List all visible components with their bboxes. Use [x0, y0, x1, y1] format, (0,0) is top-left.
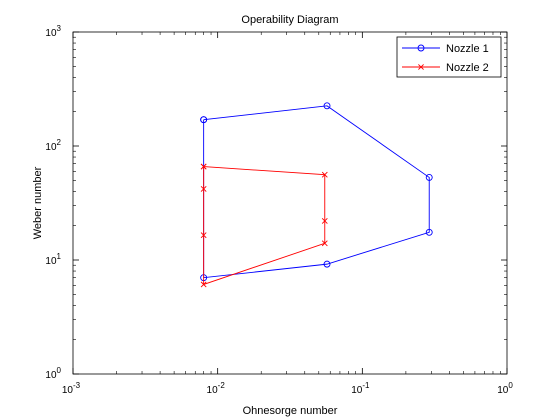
- legend-label-nozzle-2: Nozzle 2: [446, 62, 489, 74]
- data-point-nozzle-1: [425, 228, 433, 236]
- legend-box: [396, 36, 502, 78]
- data-point-nozzle-2: [321, 171, 328, 178]
- data-point-nozzle-2: [321, 218, 328, 224]
- data-point-nozzle-2: [200, 186, 207, 192]
- y-tick-label: 103: [45, 24, 61, 39]
- y-tick-label: 102: [45, 138, 61, 153]
- data-point-nozzle-2: [200, 163, 207, 170]
- y-axis-label: Weber number: [32, 166, 44, 239]
- legend-entries: Nozzle 1 Nozzle 2: [402, 43, 489, 74]
- legend-marker-nozzle-2: [418, 64, 424, 70]
- y-tick-label: 101: [45, 252, 61, 267]
- x-axis-label: Ohnesorge number: [243, 405, 338, 417]
- data-point-nozzle-1: [323, 260, 331, 268]
- series-nozzle-2: [200, 163, 328, 288]
- data-point-nozzle-2: [200, 281, 207, 288]
- x-tick-label: 10-2: [207, 381, 226, 396]
- series-line-nozzle-2: [203, 166, 326, 286]
- x-tick-label: 100: [497, 381, 513, 396]
- chart-title: Operability Diagram: [241, 14, 338, 26]
- data-point-nozzle-1: [425, 173, 433, 181]
- y-tick-label: 100: [45, 366, 61, 381]
- x-tick-label: 10-1: [351, 381, 370, 396]
- data-point-nozzle-2: [200, 232, 207, 239]
- plot-area: [72, 31, 508, 375]
- legend-marker-nozzle-1: [417, 44, 425, 52]
- data-point-nozzle-2: [321, 240, 328, 247]
- legend-label-nozzle-1: Nozzle 1: [446, 43, 489, 55]
- x-tick-label: 10-3: [62, 381, 81, 396]
- data-point-nozzle-1: [200, 116, 208, 124]
- legend: Nozzle 1 Nozzle 2: [396, 36, 502, 78]
- data-point-nozzle-1: [323, 102, 331, 110]
- series-layer: [200, 102, 433, 288]
- x-axis-ticks: 10-3 10-2 10-1 100: [62, 32, 513, 396]
